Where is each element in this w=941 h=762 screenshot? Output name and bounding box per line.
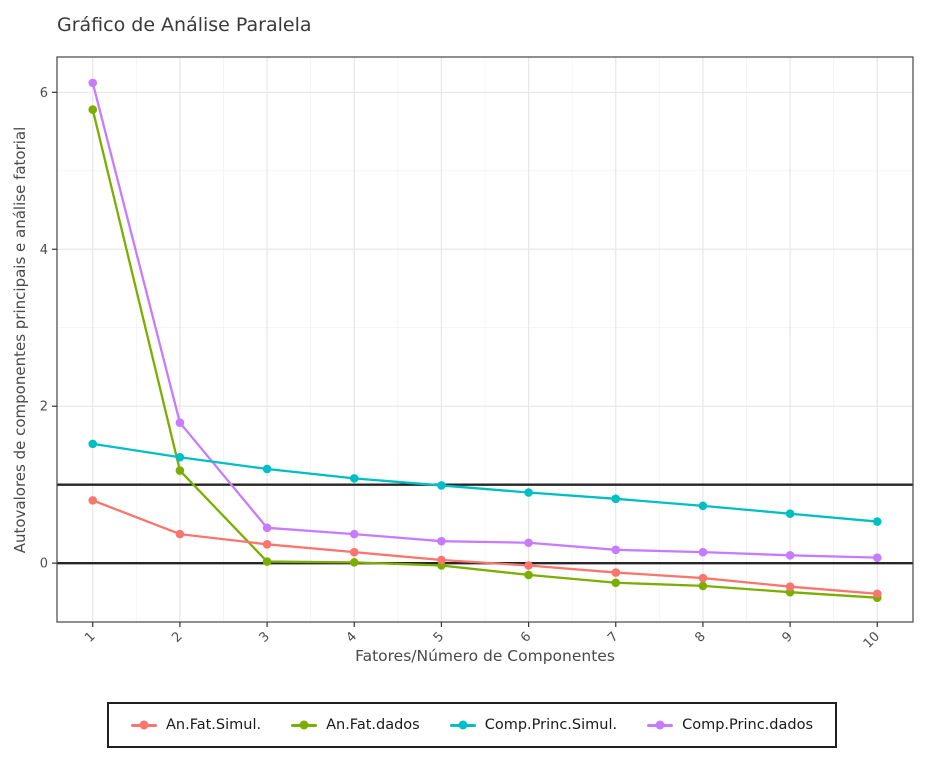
svg-text:2: 2 xyxy=(169,629,185,645)
legend-label: An.Fat.dados xyxy=(326,717,420,733)
line-marker-icon xyxy=(130,720,157,731)
svg-text:6: 6 xyxy=(518,629,534,645)
svg-text:6: 6 xyxy=(40,86,48,101)
chart-title: Gráfico de Análise Paralela xyxy=(57,14,312,36)
svg-text:9: 9 xyxy=(779,629,795,645)
svg-text:1: 1 xyxy=(82,629,98,645)
legend-label: An.Fat.Simul. xyxy=(165,717,262,733)
x-axis-title: Fatores/Número de Componentes xyxy=(355,647,615,665)
line-marker-icon xyxy=(291,720,318,731)
svg-text:4: 4 xyxy=(344,629,360,645)
svg-text:10: 10 xyxy=(861,629,883,651)
legend-item-an-fat-simul: An.Fat.Simul. xyxy=(130,717,262,733)
legend-item-comp-princ-simul: Comp.Princ.Simul. xyxy=(449,717,618,733)
legend-item-an-fat-dados: An.Fat.dados xyxy=(291,717,420,733)
svg-text:5: 5 xyxy=(431,629,447,645)
svg-text:3: 3 xyxy=(256,629,272,645)
legend-label: Comp.Princ.dados xyxy=(682,717,814,733)
line-marker-icon xyxy=(647,720,674,731)
svg-text:2: 2 xyxy=(40,400,48,415)
legend-item-comp-princ-dados: Comp.Princ.dados xyxy=(647,717,813,733)
plot-area: 0 2 4 6 1 2 3 4 5 6 7 8 9 10 xyxy=(40,56,914,652)
line-marker-icon xyxy=(449,720,476,731)
legend-label: Comp.Princ.Simul. xyxy=(484,717,618,733)
svg-text:8: 8 xyxy=(692,629,708,645)
svg-text:4: 4 xyxy=(40,243,48,258)
svg-text:7: 7 xyxy=(605,629,621,645)
svg-text:0: 0 xyxy=(40,557,48,572)
y-axis-title: Autovalores de componentes principais e … xyxy=(11,126,29,554)
legend: An.Fat.Simul. An.Fat.dados Comp.Princ.Si… xyxy=(106,702,838,748)
